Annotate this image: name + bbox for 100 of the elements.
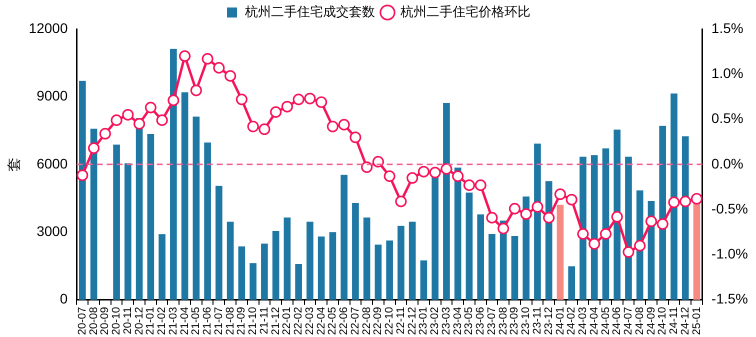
bar (556, 204, 564, 300)
x-tick-label: 22-01 (281, 306, 294, 336)
bar (272, 231, 280, 300)
x-tick-label: 23-02 (429, 306, 442, 336)
x-tick-label: 22-05 (326, 306, 339, 336)
point (156, 114, 168, 126)
x-tick-label: 23-07 (486, 306, 498, 336)
x-tick-label: 21-03 (167, 306, 180, 336)
point (384, 170, 396, 182)
bar (466, 192, 473, 300)
point (498, 222, 510, 234)
bar (408, 222, 416, 300)
y2-tick-label: 1.5% (711, 20, 744, 36)
point (350, 132, 362, 144)
bar (614, 130, 621, 300)
point (622, 246, 634, 258)
x-tick-label: 23-10 (520, 306, 532, 336)
point (338, 118, 350, 131)
point (429, 166, 441, 178)
point (474, 179, 486, 191)
x-tick-label: 24-12 (679, 306, 692, 336)
y-axis-title: 套 (5, 157, 22, 172)
bar (420, 260, 428, 300)
x-tick-label: 23-09 (508, 306, 521, 336)
point (668, 196, 680, 208)
bar (477, 214, 484, 300)
bar (284, 217, 291, 300)
x-tick-label: 21-02 (156, 306, 168, 336)
x-tick-label: 22-02 (292, 306, 305, 336)
x-tick-label: 24-11 (668, 306, 680, 334)
point (543, 212, 555, 224)
x-tick-label: 21-06 (202, 306, 214, 336)
y2-tick-label: -1.0% (711, 246, 748, 262)
x-tick-label: 22-06 (338, 306, 350, 336)
x-tick-label: 24-03 (577, 306, 590, 336)
bar (124, 163, 132, 300)
point (144, 102, 156, 114)
bar (659, 126, 666, 300)
x-tick-label: 22-07 (349, 306, 362, 336)
point (577, 228, 589, 240)
x-tick-label: 21-10 (247, 306, 260, 336)
bar (625, 156, 632, 300)
bar (488, 234, 496, 300)
y-tick-label: 3000 (36, 223, 68, 240)
point (406, 172, 418, 184)
bar (261, 244, 268, 300)
bar (113, 144, 120, 300)
point (236, 94, 248, 106)
x-tick-label: 21-08 (224, 306, 236, 336)
bar (158, 234, 166, 300)
x-tick-label: 20-08 (88, 306, 100, 336)
x-tick-label: 21-05 (190, 306, 202, 336)
point (76, 169, 88, 182)
point (202, 52, 214, 65)
x-tick-label: 23-05 (463, 306, 476, 336)
point (304, 92, 316, 104)
y-tick-label: 9000 (36, 88, 68, 104)
x-tick-label: 22-03 (304, 306, 316, 336)
bar (329, 232, 336, 300)
bar (238, 246, 246, 300)
bar (670, 94, 678, 300)
x-tick-label: 24-05 (600, 306, 612, 336)
point (645, 216, 658, 228)
bar (580, 156, 586, 300)
point (486, 212, 498, 224)
bar (443, 103, 450, 300)
point (463, 179, 476, 191)
y-tick-label: 0 (60, 290, 68, 307)
y2-tick-label: 0.5% (711, 110, 744, 126)
point (508, 202, 521, 214)
y2-tick-label: -1.5% (711, 290, 748, 307)
bar (386, 240, 393, 300)
x-tick-label: 23-12 (542, 306, 555, 336)
bar (511, 236, 518, 300)
bar (454, 168, 462, 300)
x-tick-label: 24-10 (656, 306, 669, 336)
x-tick-label: 22-04 (315, 306, 328, 336)
x-tick-label: 21-04 (178, 306, 191, 336)
x-tick-label: 21-11 (258, 306, 270, 334)
y2-tick-label: 1.0% (711, 65, 744, 82)
bar (568, 266, 576, 300)
point (452, 170, 464, 182)
x-tick-label: 21-01 (144, 306, 157, 336)
point (600, 228, 612, 240)
bar (352, 203, 359, 300)
point (588, 238, 600, 250)
bar (226, 222, 234, 300)
y-tick-label: 12000 (28, 20, 68, 36)
y-tick-label: 6000 (36, 155, 68, 172)
bar (295, 264, 302, 300)
point (292, 94, 304, 106)
x-tick-label: 21-09 (236, 306, 248, 336)
x-tick-label: 20-09 (99, 306, 112, 336)
x-tick-label: 20-07 (76, 306, 88, 336)
bar (318, 236, 325, 300)
bar (192, 116, 200, 300)
bar (79, 80, 86, 300)
x-tick-label: 23-11 (532, 306, 544, 334)
point (122, 108, 134, 121)
point (680, 196, 692, 208)
